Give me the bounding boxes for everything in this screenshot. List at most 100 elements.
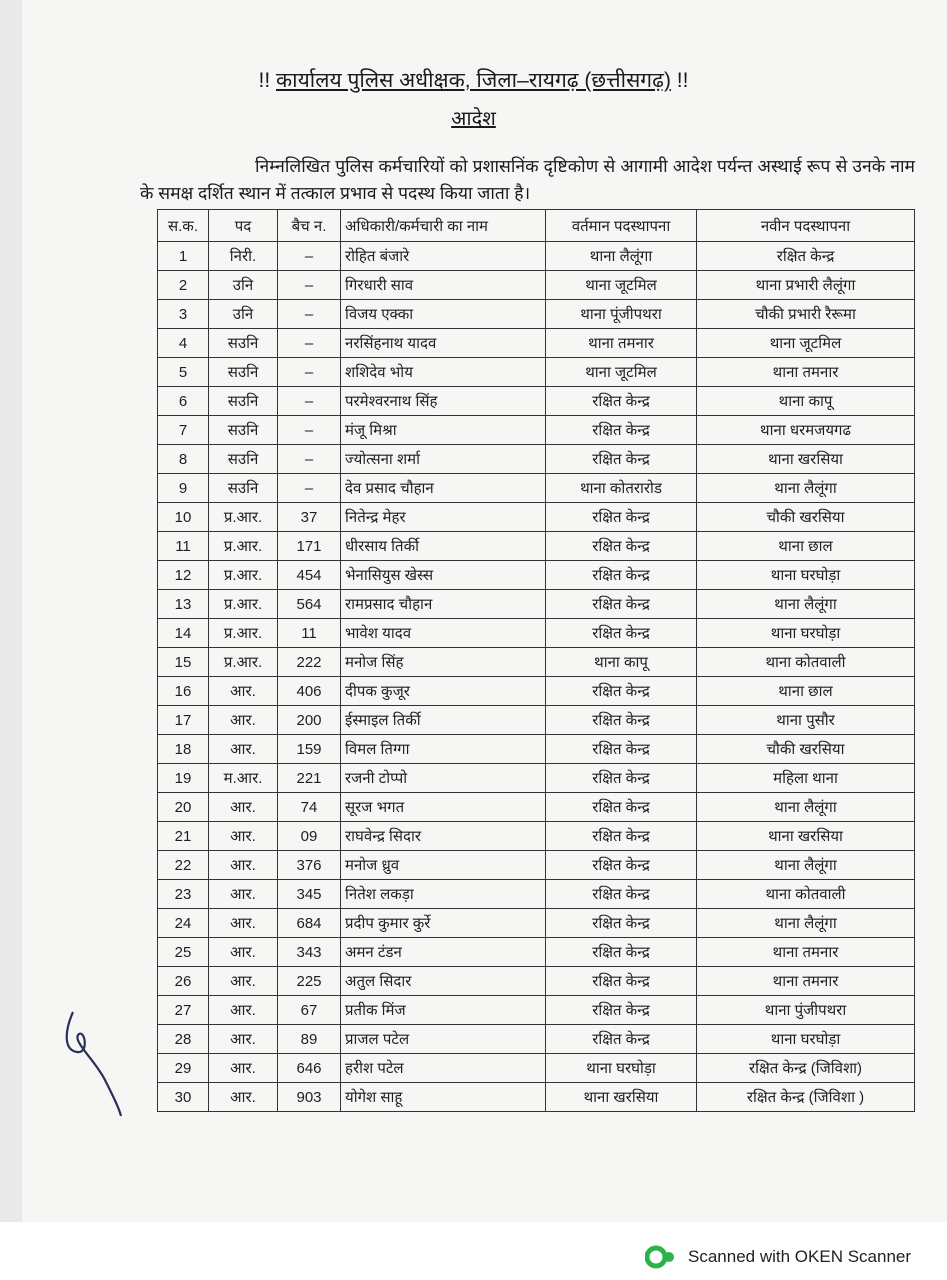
cell-rank: म.आर. [208,763,278,793]
cell-name: प्राजल पटेल [340,1024,546,1054]
cell-badge: 376 [277,850,341,880]
cell-name: सूरज भगत [340,792,546,822]
cell-new-posting: थाना लैलूंगा [696,850,915,880]
cell-new-posting: थाना जूटमिल [696,328,915,358]
cell-serial: 18 [157,734,209,764]
cell-badge: 225 [277,966,341,996]
title-suffix: !! [676,69,689,92]
table-header-row: स.क. पद बैच न. अधिकारी/कर्मचारी का नाम व… [157,209,915,242]
cell-rank: सउनि [208,444,278,474]
cell-new-posting: थाना लैलूंगा [696,589,915,619]
cell-rank: सउनि [208,328,278,358]
cell-current-posting: रक्षित केन्द्र [545,560,697,590]
cell-new-posting: थाना लैलूंगा [696,908,915,938]
scanner-watermark: Scanned with OKEN Scanner [688,1247,912,1266]
cell-badge: 37 [277,502,341,532]
cell-badge: 343 [277,937,341,967]
cell-badge: 09 [277,821,341,851]
cell-serial: 2 [157,270,209,300]
cell-serial: 7 [157,415,209,445]
cell-rank: प्र.आर. [208,531,278,561]
table-row: 27 आर. 67 प्रतीक मिंज रक्षित केन्द्र थाना पुं… [157,995,915,1025]
cell-current-posting: रक्षित केन्द्र [545,705,697,735]
cell-new-posting: थाना लैलूंगा [696,473,915,503]
cell-rank: सउनि [208,473,278,503]
cell-badge: 646 [277,1053,341,1083]
cell-serial: 15 [157,647,209,677]
cell-current-posting: रक्षित केन्द्र [545,589,697,619]
cell-new-posting: थाना कापू [696,386,915,416]
oken-logo-icon [645,1245,674,1269]
cell-new-posting: रक्षित केन्द्र (जिविशा) [696,1053,915,1083]
cell-current-posting: थाना जूटमिल [545,270,697,300]
cell-serial: 20 [157,792,209,822]
cell-serial: 13 [157,589,209,619]
table-row: 12 प्र.आर. 454 भेनासियुस खेस्स रक्षित केन्द्… [157,560,915,590]
col-current-posting: वर्तमान पदस्थापना [545,209,697,242]
cell-serial: 12 [157,560,209,590]
cell-serial: 6 [157,386,209,416]
cell-serial: 9 [157,473,209,503]
cell-new-posting: थाना पुंजीपथरा [696,995,915,1025]
cell-badge: 171 [277,531,341,561]
cell-rank: आर. [208,734,278,764]
cell-badge: – [277,473,341,503]
cell-name: मंजू मिश्रा [340,415,546,445]
table-row: 19 म.आर. 221 रजनी टोप्पो रक्षित केन्द्र महिला… [157,763,915,793]
cell-serial: 3 [157,299,209,329]
cell-rank: प्र.आर. [208,560,278,590]
cell-serial: 22 [157,850,209,880]
table-row: 5 सउनि – शशिदेव भोय थाना जूटमिल थाना तमनार [157,357,915,387]
cell-serial: 5 [157,357,209,387]
cell-serial: 28 [157,1024,209,1054]
cell-rank: सउनि [208,386,278,416]
cell-serial: 29 [157,1053,209,1083]
cell-badge: – [277,415,341,445]
cell-current-posting: रक्षित केन्द्र [545,879,697,909]
table-row: 21 आर. 09 राघवेन्द्र सिदार रक्षित केन्द्र थान… [157,821,915,851]
cell-badge: 221 [277,763,341,793]
cell-badge: 222 [277,647,341,677]
cell-badge: – [277,444,341,474]
cell-name: रामप्रसाद चौहान [340,589,546,619]
scanner-footer [0,1222,947,1280]
cell-current-posting: थाना कोतरारोड [545,473,697,503]
cell-new-posting: चौकी प्रभारी रैरूमा [696,299,915,329]
title-prefix: !! [258,69,271,92]
cell-badge: 454 [277,560,341,590]
cell-current-posting: थाना जूटमिल [545,357,697,387]
order-heading: आदेश [0,104,947,131]
cell-name: मनोज ध्रुव [340,850,546,880]
cell-current-posting: रक्षित केन्द्र [545,415,697,445]
cell-badge: 159 [277,734,341,764]
cell-rank: उनि [208,299,278,329]
cell-name: विजय एक्का [340,299,546,329]
cell-rank: आर. [208,937,278,967]
cell-new-posting: महिला थाना [696,763,915,793]
signature-mark [65,1011,123,1117]
cell-name: प्रतीक मिंज [340,995,546,1025]
cell-new-posting: थाना लैलूंगा [696,792,915,822]
cell-new-posting: थाना खरसिया [696,821,915,851]
table-row: 26 आर. 225 अतुल सिदार रक्षित केन्द्र थाना तमन… [157,966,915,996]
cell-new-posting: थाना प्रभारी लैलूंगा [696,270,915,300]
cell-serial: 14 [157,618,209,648]
table-row: 16 आर. 406 दीपक कुजूर रक्षित केन्द्र थाना छाल [157,676,915,706]
table-row: 18 आर. 159 विमल तिग्गा रक्षित केन्द्र चौकी खर… [157,734,915,764]
cell-new-posting: रक्षित केन्द्र (जिविशा ) [696,1082,915,1112]
cell-badge: 345 [277,879,341,909]
table-row: 7 सउनि – मंजू मिश्रा रक्षित केन्द्र थाना धरमज… [157,415,915,445]
table-row: 24 आर. 684 प्रदीप कुमार कुर्रे रक्षित केन्द्… [157,908,915,938]
cell-rank: उनि [208,270,278,300]
cell-current-posting: रक्षित केन्द्र [545,444,697,474]
cell-serial: 11 [157,531,209,561]
cell-name: हरीश पटेल [340,1053,546,1083]
cell-new-posting: थाना खरसिया [696,444,915,474]
cell-serial: 8 [157,444,209,474]
table-row: 11 प्र.आर. 171 धीरसाय तिर्की रक्षित केन्द्र थ… [157,531,915,561]
cell-rank: आर. [208,1053,278,1083]
cell-name: अमन टंडन [340,937,546,967]
cell-rank: आर. [208,1082,278,1112]
cell-new-posting: थाना घरघोड़ा [696,560,915,590]
cell-new-posting: थाना पुसौर [696,705,915,735]
